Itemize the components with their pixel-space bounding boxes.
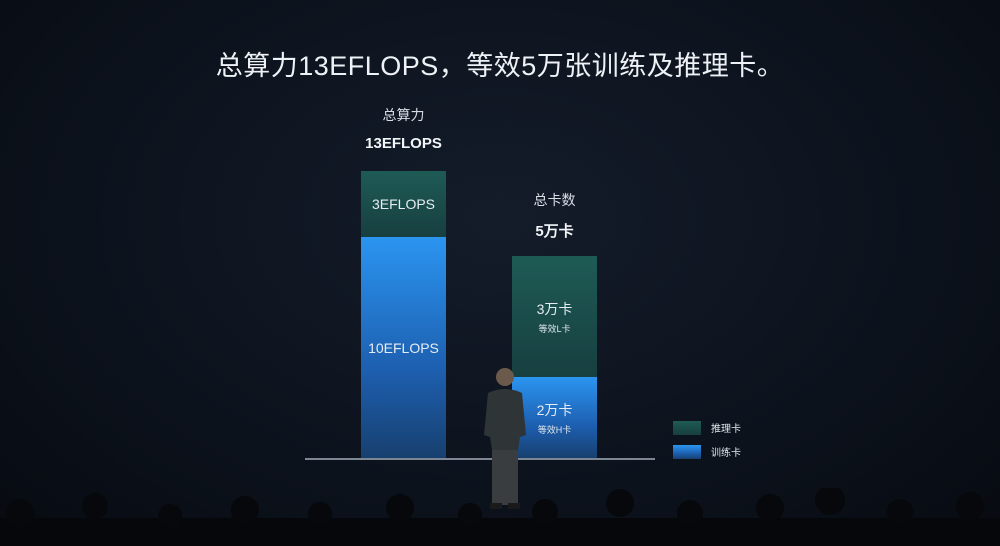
bar-segment: 3万卡等效L卡 (512, 256, 597, 378)
bar-header: 总算力 13EFLOPS (324, 105, 484, 152)
speaker-figure (484, 368, 526, 509)
group-label: 总卡数 (533, 192, 576, 208)
audience-silhouettes (0, 488, 1000, 546)
legend-item-inference: 推理卡 (673, 420, 741, 435)
segment-value-label: 10EFLOPS (368, 339, 439, 356)
slide-title: 总算力13EFLOPS，等效5万张训练及推理卡。 (215, 51, 785, 81)
legend-swatch-training (673, 444, 701, 459)
legend-item-training: 训练卡 (673, 444, 741, 459)
chart-baseline (305, 458, 655, 460)
bar-segment: 10EFLOPS (361, 237, 446, 458)
segment-sublabel: 等效L卡 (538, 323, 571, 334)
group-label: 总算力 (382, 107, 425, 123)
bar-segment: 2万卡等效H卡 (512, 377, 597, 458)
segment-value-label: 3万卡 (536, 300, 573, 317)
legend-label: 推理卡 (711, 424, 741, 435)
group-total: 13EFLOPS (365, 135, 442, 152)
group-total: 5万卡 (535, 223, 574, 240)
segment-sublabel: 等效H卡 (537, 424, 572, 435)
legend-label: 训练卡 (711, 448, 741, 459)
segment-value-label: 2万卡 (536, 401, 573, 418)
legend-swatch-inference (673, 420, 701, 435)
bar-segment: 3EFLOPS (361, 171, 446, 238)
bar-header: 总卡数 5万卡 (475, 190, 635, 241)
segment-value-label: 3EFLOPS (371, 196, 436, 213)
